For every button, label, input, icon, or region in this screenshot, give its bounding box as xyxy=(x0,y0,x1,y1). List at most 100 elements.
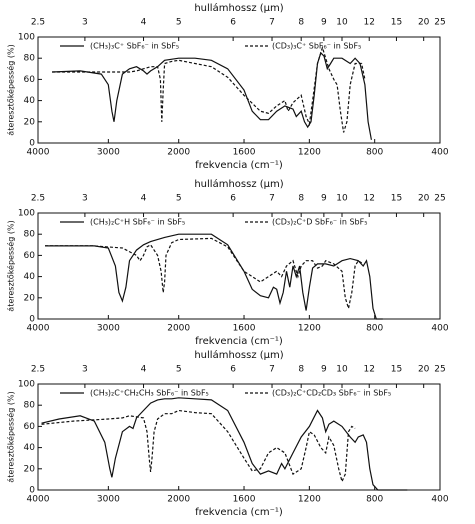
spectrum-line xyxy=(41,409,356,484)
x-axis-title: frekvencia (cm⁻¹) xyxy=(195,336,283,347)
x2-tick-label: 15 xyxy=(391,194,402,204)
y-tick-label: 100 xyxy=(18,380,35,390)
x-tick-label: 800 xyxy=(366,495,383,505)
x2-tick-label: 5 xyxy=(176,365,182,375)
chart: hullámhossz (µm) frekvencia (cm⁻¹) áteresz… xyxy=(6,2,449,171)
x-tick-label: 3000 xyxy=(97,495,120,505)
x2-axis-title: hullámhossz (µm) xyxy=(194,2,283,14)
x2-tick-label: 7 xyxy=(269,194,275,204)
x2-tick-label: 2.5 xyxy=(31,365,45,375)
x2-tick-label: 3 xyxy=(82,194,88,204)
x-tick-label: 2000 xyxy=(167,495,190,505)
x-tick-label: 2000 xyxy=(167,324,190,334)
x2-tick-label: 7 xyxy=(269,18,275,28)
x-tick-label: 400 xyxy=(431,148,448,158)
x2-tick-label: 20 xyxy=(418,194,430,204)
x-tick-label: 3000 xyxy=(97,324,120,334)
spectrum-line xyxy=(52,45,366,133)
legend-label: (CD₃)₂C⁺D SbF₆⁻ in SbF₅ xyxy=(272,218,367,227)
x2-tick-label: 20 xyxy=(418,365,430,375)
x2-tick-label: 10 xyxy=(336,365,348,375)
x-axis-title: frekvencia (cm⁻¹) xyxy=(195,507,283,518)
x2-tick-label: 2.5 xyxy=(31,18,45,28)
legend-label: (CH₃)₂C⁺CH₂CH₃ SbF₆⁻ in SbF₅ xyxy=(90,389,209,398)
x-tick-label: 2000 xyxy=(167,148,190,158)
x2-tick-label: 3 xyxy=(82,365,88,375)
legend-label: (CH₃)₂C⁺H SbF₆⁻ in SbF₅ xyxy=(90,218,185,227)
x2-tick-label: 15 xyxy=(391,18,402,28)
y-tick-label: 60 xyxy=(24,75,36,85)
x-tick-label: 1600 xyxy=(233,324,256,334)
x2-tick-label: 8 xyxy=(298,194,304,204)
x2-tick-label: 5 xyxy=(176,18,182,28)
x-tick-label: 400 xyxy=(431,495,448,505)
y-tick-label: 20 xyxy=(24,464,36,474)
x2-tick-label: 10 xyxy=(336,194,348,204)
x2-tick-label: 8 xyxy=(298,18,304,28)
x-tick-label: 1600 xyxy=(233,495,256,505)
plot-frame xyxy=(37,212,441,320)
x2-tick-label: 12 xyxy=(364,194,375,204)
x-axis-title: frekvencia (cm⁻¹) xyxy=(195,160,283,171)
legend-label: (CD₃)₃C⁺ SbF₆⁻ in SbF₅ xyxy=(272,42,361,51)
y-tick-label: 40 xyxy=(24,272,36,282)
y-tick-label: 100 xyxy=(18,209,35,219)
x2-tick-label: 4 xyxy=(141,18,147,28)
plot-frame xyxy=(37,383,441,491)
x2-tick-label: 12 xyxy=(364,18,375,28)
y-tick-label: 100 xyxy=(18,33,35,43)
y-tick-label: 80 xyxy=(24,54,36,64)
spectrum-line xyxy=(45,233,383,320)
y-tick-label: 0 xyxy=(29,139,35,149)
x2-tick-label: 5 xyxy=(176,194,182,204)
y-tick-label: 80 xyxy=(24,230,36,240)
y-axis-title: áteresztőképesség (%) xyxy=(6,220,16,311)
legend-label: (CD₃)₂C⁺CD₂CD₃ SbF₆⁻ in SbF₅ xyxy=(272,389,391,398)
x2-tick-label: 25 xyxy=(434,365,445,375)
x2-tick-label: 10 xyxy=(336,18,348,28)
x-tick-label: 800 xyxy=(366,148,383,158)
y-tick-label: 40 xyxy=(24,96,36,106)
chart: hullámhossz (µm) frekvencia (cm⁻¹) áteresz… xyxy=(6,178,449,347)
x-tick-label: 1200 xyxy=(298,495,321,505)
plot-frame xyxy=(37,36,441,144)
x-tick-label: 4000 xyxy=(27,495,50,505)
x2-tick-label: 25 xyxy=(434,18,445,28)
legend-label: (CH₃)₃C⁺ SbF₆⁻ in SbF₅ xyxy=(90,42,179,51)
y-tick-label: 60 xyxy=(24,251,36,261)
x2-tick-label: 6 xyxy=(230,194,236,204)
x2-axis-title: hullámhossz (µm) xyxy=(194,349,283,361)
x-tick-label: 1200 xyxy=(298,324,321,334)
x2-tick-label: 4 xyxy=(141,194,147,204)
x2-tick-label: 8 xyxy=(298,365,304,375)
x2-tick-label: 15 xyxy=(391,365,402,375)
x2-tick-label: 9 xyxy=(321,194,327,204)
x-tick-label: 3000 xyxy=(97,148,120,158)
y-tick-label: 0 xyxy=(29,315,35,325)
chart: hullámhossz (µm) frekvencia (cm⁻¹) áteresz… xyxy=(6,349,449,518)
x2-tick-label: 3 xyxy=(82,18,88,28)
x2-tick-label: 12 xyxy=(364,365,375,375)
x2-tick-label: 6 xyxy=(230,365,236,375)
x-tick-label: 1200 xyxy=(298,148,321,158)
x2-tick-label: 9 xyxy=(321,365,327,375)
x-tick-label: 400 xyxy=(431,324,448,334)
x2-tick-label: 7 xyxy=(269,365,275,375)
x2-tick-label: 25 xyxy=(434,194,445,204)
x-tick-label: 800 xyxy=(366,324,383,334)
x2-tick-label: 4 xyxy=(141,365,147,375)
x2-tick-label: 6 xyxy=(230,18,236,28)
x2-tick-label: 20 xyxy=(418,18,430,28)
y-tick-label: 20 xyxy=(24,117,36,127)
y-axis-title: áteresztőképesség (%) xyxy=(6,44,16,135)
y-axis-title: áteresztőképesség (%) xyxy=(6,391,16,482)
y-tick-label: 60 xyxy=(24,422,36,432)
y-tick-label: 40 xyxy=(24,443,36,453)
spectrum-line xyxy=(41,397,408,491)
spectrum-line xyxy=(45,237,364,309)
x2-axis-title: hullámhossz (µm) xyxy=(194,178,283,190)
x-tick-label: 4000 xyxy=(27,148,50,158)
y-tick-label: 20 xyxy=(24,293,36,303)
x2-tick-label: 9 xyxy=(321,18,327,28)
